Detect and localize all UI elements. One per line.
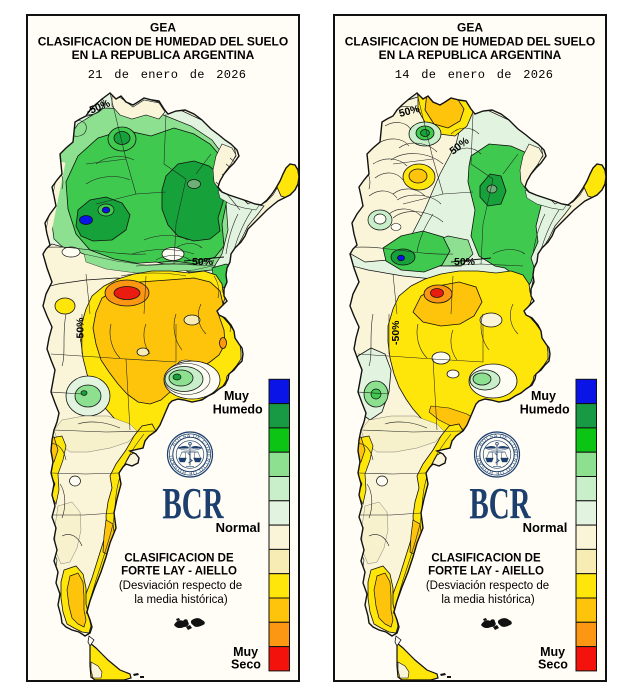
svg-text:BCR: BCR [469, 480, 531, 528]
svg-text:50%: 50% [454, 256, 476, 268]
svg-text:EN LA REPUBLICA ARGENTINA: EN LA REPUBLICA ARGENTINA [72, 48, 255, 62]
svg-text:CLASIFICACION DE HUMEDAD DEL S: CLASIFICACION DE HUMEDAD DEL SUELO [345, 35, 595, 49]
svg-text:la media histórica): la media histórica) [134, 594, 227, 606]
svg-text:FORTE LAY - AIELLO: FORTE LAY - AIELLO [428, 566, 544, 578]
svg-text:Humedo: Humedo [520, 403, 570, 417]
svg-text:Muy: Muy [233, 645, 258, 659]
svg-text:50%: 50% [398, 103, 422, 120]
svg-text:21 de enero de 2026: 21 de enero de 2026 [88, 68, 247, 82]
svg-text:Normal: Normal [216, 520, 261, 535]
svg-text:14 de enero de 2026: 14 de enero de 2026 [395, 68, 554, 82]
svg-text:BCR: BCR [162, 480, 224, 528]
svg-text:(Desviación respecto de: (Desviación respecto de [119, 580, 242, 592]
svg-text:GEA: GEA [457, 21, 483, 35]
svg-text:EN LA REPUBLICA ARGENTINA: EN LA REPUBLICA ARGENTINA [379, 48, 562, 62]
svg-text:la media histórica): la media histórica) [441, 594, 534, 606]
svg-text:50%: 50% [192, 256, 214, 268]
svg-text:CLASIFICACION DE HUMEDAD DEL S: CLASIFICACION DE HUMEDAD DEL SUELO [38, 35, 288, 49]
svg-text:Muy: Muy [540, 645, 565, 659]
svg-text:CLASIFICACION DE: CLASIFICACION DE [431, 553, 541, 565]
svg-text:CLASIFICACION DE: CLASIFICACION DE [124, 553, 234, 565]
svg-text:-50%: -50% [390, 320, 402, 345]
svg-text:Muy: Muy [531, 389, 556, 403]
svg-text:Muy: Muy [224, 389, 249, 403]
svg-text:Normal: Normal [523, 520, 568, 535]
svg-text:FORTE LAY - AIELLO: FORTE LAY - AIELLO [121, 566, 237, 578]
svg-text:Seco: Seco [231, 658, 261, 672]
svg-text:Humedo: Humedo [213, 403, 263, 417]
svg-text:(Desviación respecto de: (Desviación respecto de [426, 580, 549, 592]
svg-text:-50%: -50% [75, 317, 87, 342]
svg-text:Seco: Seco [538, 658, 568, 672]
svg-text:GEA: GEA [150, 21, 176, 35]
